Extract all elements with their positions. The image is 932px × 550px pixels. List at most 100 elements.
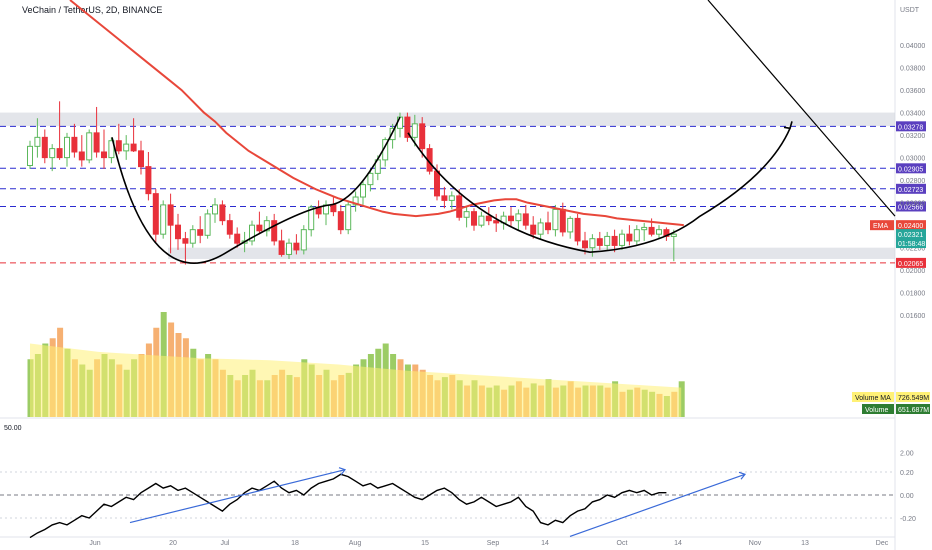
price-tick: 0.03000 xyxy=(900,156,925,163)
candle-body xyxy=(108,140,115,159)
candle-body xyxy=(345,204,352,231)
price-tick: 0.03400 xyxy=(900,111,925,118)
candle-body xyxy=(567,217,574,233)
candle-body xyxy=(330,204,337,213)
price-tick: 0.04000 xyxy=(900,43,925,50)
candle-body xyxy=(49,148,56,159)
level-tag xyxy=(896,257,926,268)
level-tag xyxy=(896,163,926,174)
candle-body xyxy=(434,170,440,197)
candle-body xyxy=(189,229,196,244)
volume-name: Volume xyxy=(865,407,888,414)
candle-body xyxy=(530,224,537,235)
volume-ma-value-tag xyxy=(896,392,930,402)
volume-ma-value: 726.549M xyxy=(898,395,929,402)
candle-body xyxy=(619,233,625,246)
ema-value: 0.02400 xyxy=(898,223,923,230)
oscillator-trend-right xyxy=(569,473,746,537)
time-axis-label: Dec xyxy=(876,540,889,547)
level-tag xyxy=(896,121,926,132)
resistance-zone xyxy=(0,112,895,127)
oscillator-tick: 2.00 xyxy=(900,450,914,457)
ema-name: EMA xyxy=(873,223,889,230)
candle-body xyxy=(471,211,477,226)
candle-body xyxy=(515,213,522,222)
candle-body xyxy=(226,220,233,235)
candle-body xyxy=(633,229,640,242)
trend-line xyxy=(707,0,896,217)
candle-body xyxy=(138,150,144,168)
time-axis-label: Nov xyxy=(749,540,762,547)
time-axis-label: 14 xyxy=(674,540,682,547)
candle-body xyxy=(419,123,426,150)
level-tag-label: 0.02905 xyxy=(898,166,923,173)
candle-body xyxy=(552,208,559,231)
oscillator-tick: -0.20 xyxy=(900,516,916,523)
price-tick: 0.02800 xyxy=(900,178,925,185)
candle-body xyxy=(582,240,588,249)
price-tick: 0.03200 xyxy=(900,133,925,140)
time-axis-label: Aug xyxy=(349,540,362,547)
countdown: 01:58:48 xyxy=(898,241,925,248)
candle-body xyxy=(611,235,618,246)
oscillator-arrow-left xyxy=(338,467,347,476)
candle-body xyxy=(204,213,211,236)
candle-body xyxy=(123,143,130,152)
candle-body xyxy=(308,206,315,231)
candle-body xyxy=(648,226,655,235)
level-tag-label: 0.02723 xyxy=(898,187,923,194)
time-axis-label: 15 xyxy=(421,540,429,547)
candle-body xyxy=(278,240,285,255)
price-tick: 0.03800 xyxy=(900,66,925,73)
cup-right-arc xyxy=(407,128,791,253)
candle-body xyxy=(537,222,544,235)
candle-body xyxy=(167,204,174,226)
candle-body xyxy=(404,116,411,138)
candle-body xyxy=(78,151,85,161)
time-axis-label: 20 xyxy=(169,540,177,547)
candle-body xyxy=(34,136,41,147)
candle-body xyxy=(212,204,218,215)
candle-body xyxy=(56,148,63,159)
support-zone xyxy=(168,247,895,259)
time-axis-label: Sep xyxy=(487,540,500,547)
candle-body xyxy=(130,143,137,152)
volume-name-tag xyxy=(862,404,894,414)
volume-value: 651.687M xyxy=(898,407,929,414)
candle-body xyxy=(71,136,78,153)
candle-body xyxy=(263,220,270,232)
volume-ma-name: Volume MA xyxy=(855,395,891,402)
candle-body xyxy=(337,211,344,231)
time-axis-label: Jun xyxy=(89,540,100,547)
price-tick: 0.01600 xyxy=(900,313,925,320)
level-tag-label: 0.02566 xyxy=(898,204,923,211)
candle-body xyxy=(64,136,70,159)
candle-body xyxy=(411,123,418,138)
last-price-tag xyxy=(896,229,926,249)
oscillator-tick: 0.00 xyxy=(900,493,914,500)
currency-label: USDT xyxy=(900,7,920,14)
candle-body xyxy=(596,238,603,246)
candle-body xyxy=(115,140,122,152)
candle-body xyxy=(86,132,93,161)
time-axis-label: Oct xyxy=(617,540,628,547)
oscillator-line xyxy=(29,473,667,539)
candle-body xyxy=(508,215,514,222)
candle-body xyxy=(485,215,492,222)
time-axis-label: 13 xyxy=(801,540,809,547)
candle-body xyxy=(152,193,159,235)
price-tick: 0.02000 xyxy=(900,268,925,275)
level-tag-label: 0.02065 xyxy=(898,261,923,268)
candle-body xyxy=(160,204,167,235)
candle-body xyxy=(389,127,396,141)
oscillator-axis-label: 50.00 xyxy=(4,425,22,432)
candle-body xyxy=(27,145,33,166)
candle-body xyxy=(145,166,152,195)
candle-body xyxy=(360,184,366,198)
price-tick: 0.03600 xyxy=(900,88,925,95)
candle-body xyxy=(182,238,189,244)
time-axis-label: Jul xyxy=(221,540,230,547)
chart-title: VeChain / TetherUS, 2D, BINANCE xyxy=(22,5,163,15)
candle-body xyxy=(463,211,470,218)
